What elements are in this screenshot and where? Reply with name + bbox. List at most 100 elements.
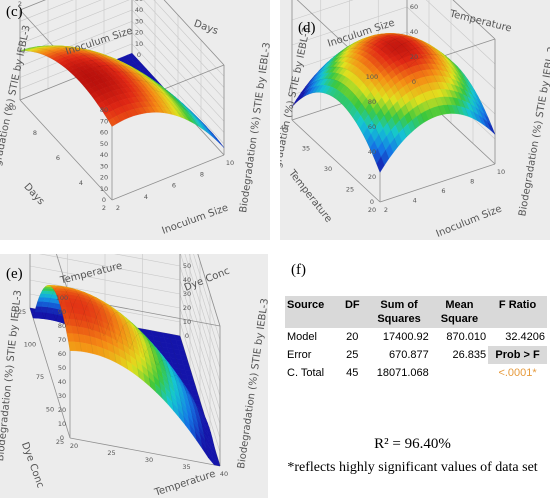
x-tick: 4 <box>413 197 417 205</box>
z-axis-label-right: Biodegradation (%) STIE by IEBL-3 <box>238 42 270 214</box>
surface-plot-d: 0204060801000204060801002468102025303540… <box>280 0 550 240</box>
z-tick-right: 10 <box>135 40 143 48</box>
box-edge <box>56 254 71 299</box>
mesh-line <box>37 46 130 118</box>
mesh-line <box>63 47 156 113</box>
z-tick-right: 50 <box>135 0 143 3</box>
y-tick: 8 <box>33 129 37 137</box>
mesh-line <box>54 45 147 114</box>
col-ms: Mean Square <box>440 299 479 325</box>
box-edge <box>19 99 113 201</box>
mesh-line <box>133 327 174 412</box>
z-grid-line <box>180 254 221 383</box>
box-edge <box>19 0 46 11</box>
y-axis-label-bottom: Dye Conc <box>19 441 46 490</box>
mesh-line <box>88 58 182 118</box>
x-tick: 8 <box>470 178 474 186</box>
mesh-line <box>168 333 209 459</box>
z-tick-left: 20 <box>368 173 376 181</box>
mesh-line <box>110 321 151 388</box>
y-axis-label-bottom: Temperature <box>286 167 334 224</box>
x-tick-top: 2 <box>18 0 22 8</box>
surface-d-canvas: 0204060801000204060801002468102025303540… <box>280 0 550 240</box>
surface-patch <box>212 457 221 467</box>
y-tick: 75 <box>36 373 44 381</box>
z-grid-line <box>184 254 221 369</box>
response-surface <box>19 45 225 148</box>
x-tick: 6 <box>172 182 176 190</box>
row-df: 20 <box>346 331 359 343</box>
z-grid-line <box>19 0 225 88</box>
box-edge <box>111 154 225 201</box>
panel-label-d: (d) <box>298 20 316 36</box>
x-tick: 2 <box>116 204 120 212</box>
box-edge <box>379 163 496 203</box>
z-tick-right: 40 <box>183 276 191 284</box>
mesh-line <box>122 325 163 399</box>
row-ss: 17400.92 <box>382 331 429 343</box>
y-tick: 40 <box>280 124 288 132</box>
mesh-line <box>336 41 425 123</box>
surface-plot-c: 0102030405060708001020304050607080246810… <box>0 0 270 240</box>
tick-labels: 0102030405060708001020304050607080246810… <box>8 0 234 212</box>
z-grid-line <box>188 254 221 355</box>
z-tick-left: 50 <box>58 364 66 372</box>
box-edge <box>291 119 381 203</box>
row-source: C. Total <box>287 367 325 379</box>
x-tick: 40 <box>220 470 228 478</box>
x-tick: 6 <box>441 187 445 195</box>
box-edge <box>29 307 71 439</box>
col-df: DF <box>344 299 360 311</box>
z-tick-right: 0 <box>412 78 416 86</box>
box-edge <box>69 437 221 467</box>
row-source: Model <box>287 331 317 343</box>
x-axis-label-top: Temperature <box>58 261 123 287</box>
mesh-line <box>156 331 198 441</box>
z-tick-left: 0 <box>370 198 374 206</box>
z-tick-left: 90 <box>58 308 66 316</box>
mesh-line <box>71 50 164 113</box>
z-tick-right: 30 <box>135 17 143 25</box>
panel-label-e: (e) <box>6 266 23 282</box>
y-axis-label-top: Days <box>192 18 219 37</box>
row-f: Prob > F <box>488 346 547 364</box>
z-tick-left: 70 <box>100 117 108 125</box>
panel-label-c: (c) <box>6 4 23 20</box>
mesh-line <box>80 54 173 115</box>
z-tick-right: 60 <box>183 254 191 256</box>
mesh-line <box>106 63 199 127</box>
z-tick-left: 80 <box>100 106 108 114</box>
z-tick-left: 40 <box>58 378 66 386</box>
mesh-line <box>318 56 407 138</box>
table-row: Model 20 17400.92 870.010 32.4206 <box>285 328 547 346</box>
mesh-line <box>309 66 398 148</box>
z-grid-line <box>19 0 225 100</box>
response-surface <box>291 33 496 173</box>
mesh-line <box>45 45 138 115</box>
panel-label-f: (f) <box>291 262 306 278</box>
y-tick: 100 <box>24 341 36 349</box>
z-axis-label-left: Biodegradation (%) STIE by IEBL-3 <box>0 290 24 462</box>
row-source: Error <box>287 349 312 361</box>
z-tick-right: 20 <box>135 29 143 37</box>
z-tick-left: 10 <box>100 185 108 193</box>
z-tick-right: 60 <box>410 3 418 11</box>
col-f: F Ratio <box>498 299 537 311</box>
row-ms: 870.010 <box>446 331 487 343</box>
mesh-line <box>64 291 105 358</box>
y-tick: 6 <box>56 154 60 162</box>
z-tick-left: 20 <box>100 174 108 182</box>
z-grid-line <box>291 0 496 65</box>
y-axis-label-top: Temperature <box>448 8 513 34</box>
col-source: Source <box>287 299 325 311</box>
mesh-line <box>291 92 381 173</box>
z-tick-left: 60 <box>368 123 376 131</box>
mesh-line <box>114 59 207 133</box>
mesh-line <box>353 34 443 115</box>
mesh-line <box>52 288 94 354</box>
surface-patch <box>376 156 385 173</box>
z-tick-right: 10 <box>183 318 191 326</box>
col-ss: Sum of Squares <box>377 299 421 325</box>
box-edge <box>452 0 496 40</box>
z-tick-left: 30 <box>100 162 108 170</box>
